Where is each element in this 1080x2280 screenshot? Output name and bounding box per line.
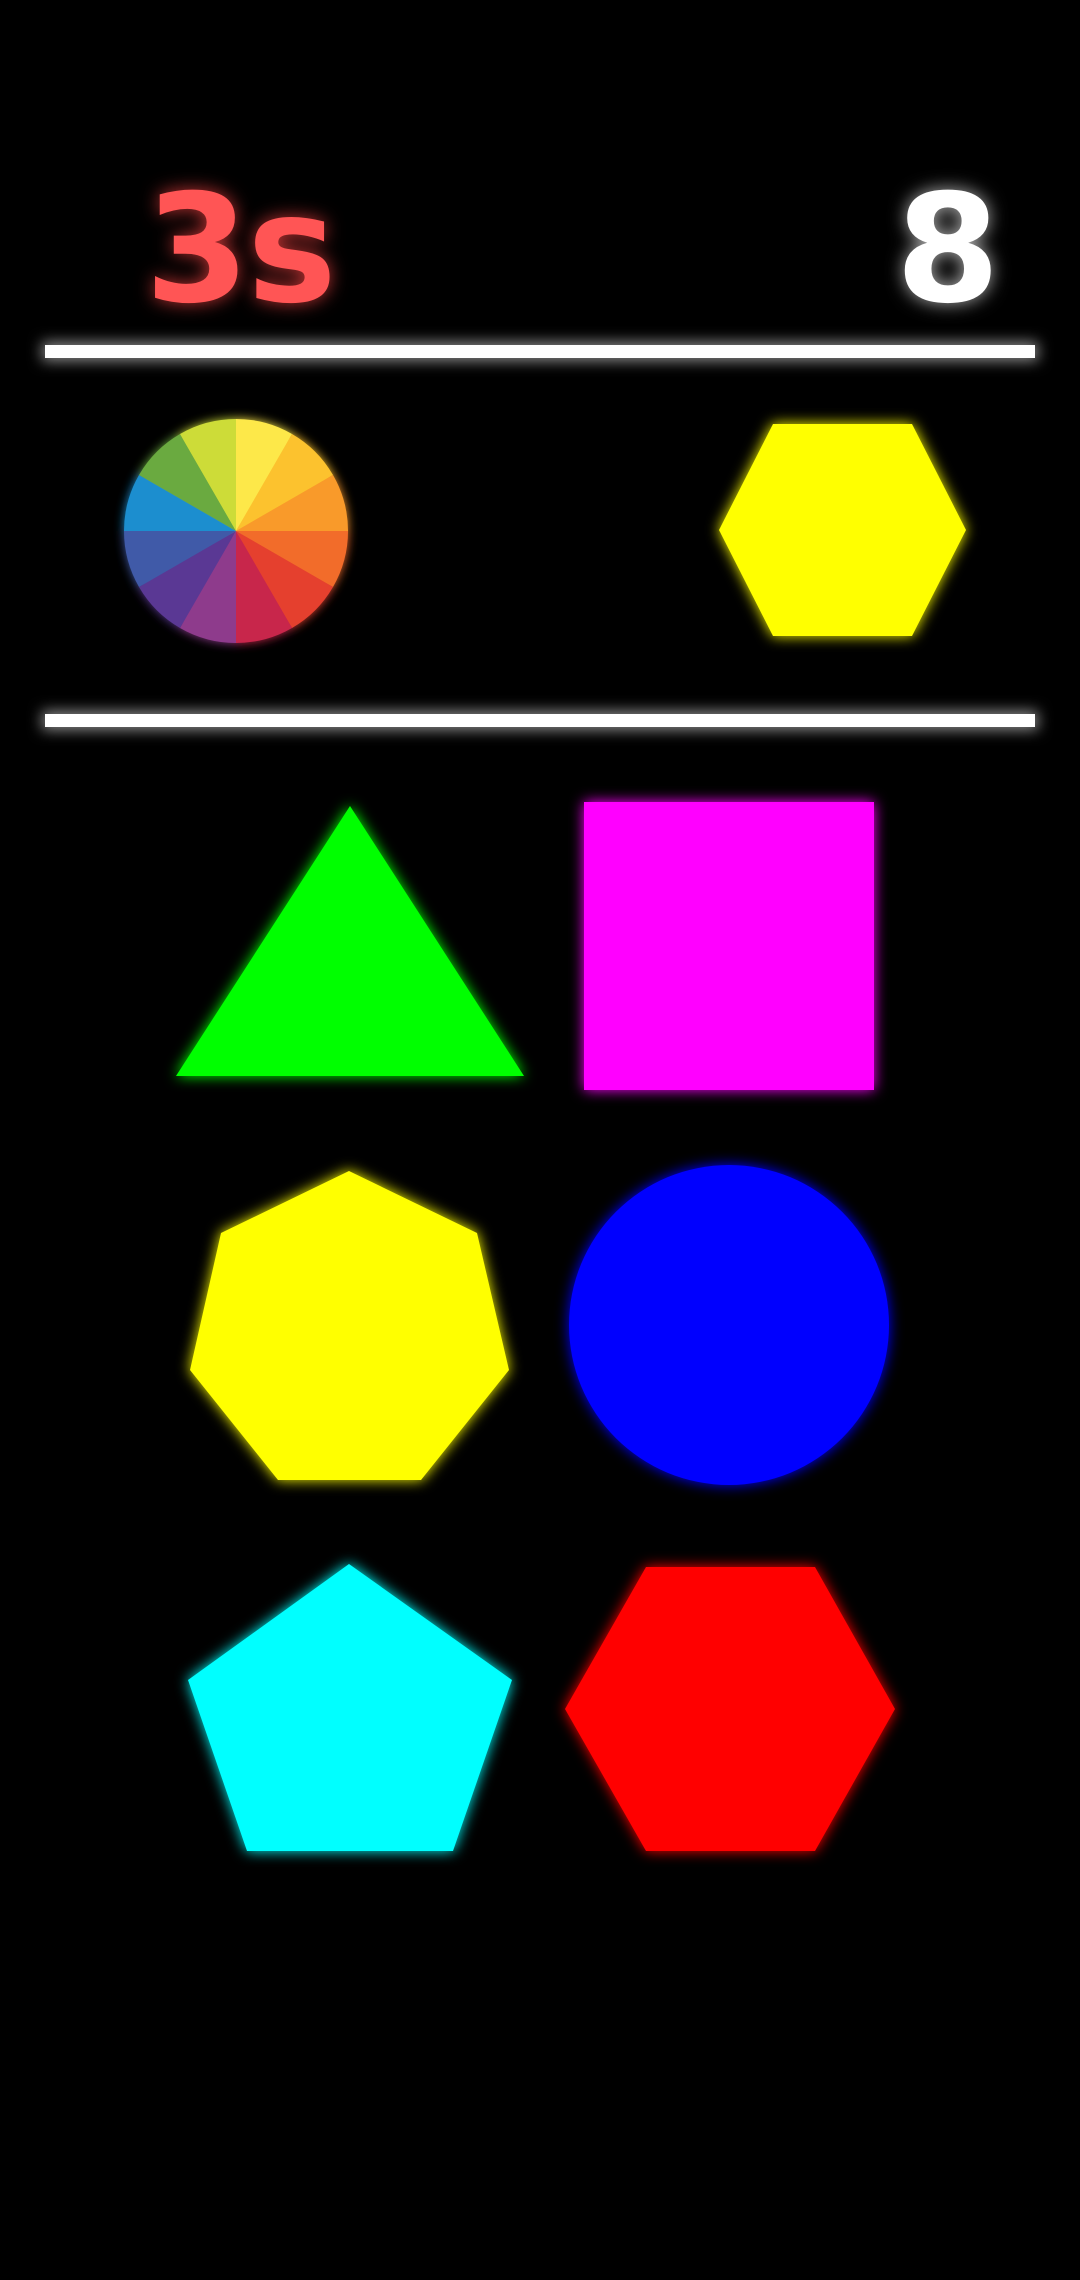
color-wheel-slice — [236, 475, 348, 531]
choice-heptagon-yellow[interactable] — [185, 1165, 515, 1485]
color-wheel-slice — [236, 531, 333, 628]
color-wheel-slice — [236, 531, 348, 587]
timer-display: 3s — [145, 163, 337, 337]
choice-circle-blue[interactable] — [564, 1160, 894, 1490]
choice-square-magenta[interactable] — [578, 798, 878, 1094]
top-divider — [45, 345, 1035, 358]
target-hexagon-shape — [719, 424, 966, 636]
choice-pentagon-cyan[interactable] — [185, 1560, 515, 1855]
color-wheel-icon — [124, 419, 348, 643]
choice-hexagon-red[interactable] — [562, 1563, 898, 1855]
target-hexagon — [719, 424, 966, 636]
color-wheel-slice — [236, 531, 292, 643]
color-wheel-slice — [139, 531, 236, 628]
color-wheel-slice — [236, 434, 333, 531]
color-wheel-slice — [124, 475, 236, 531]
score-display: 8 — [895, 163, 1000, 337]
color-wheel-slice — [139, 434, 236, 531]
color-wheel-slice — [180, 419, 236, 531]
color-wheel-slice — [124, 531, 236, 587]
color-wheel-slice — [236, 419, 292, 531]
choice-triangle-green[interactable] — [170, 800, 530, 1085]
bottom-divider — [45, 714, 1035, 727]
color-wheel-slice — [180, 531, 236, 643]
